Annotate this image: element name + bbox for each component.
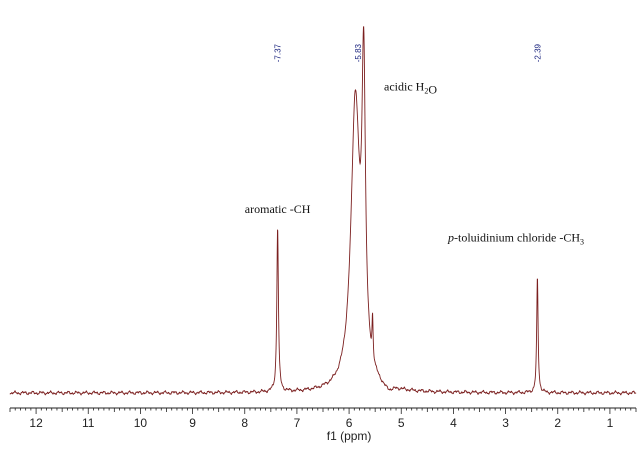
x-tick-label: 6: [346, 416, 353, 430]
annotation-water: acidic H2O: [384, 79, 437, 96]
x-tick-label: 11: [82, 416, 95, 430]
x-axis-ticks: 12 11 10 9 8 7 6 5 4 3 2 1: [9, 408, 637, 430]
peak-labels: -7.37 -5.83 -2.39: [274, 43, 543, 62]
annotations: aromatic -CH acidic H2O p-toluidinium chlo…: [245, 79, 584, 246]
x-tick-label: 10: [134, 416, 148, 430]
x-tick-label: 9: [189, 416, 196, 430]
x-axis-title: f1 (ppm): [327, 429, 372, 443]
x-tick-label: 8: [241, 416, 248, 430]
x-tick-label: 12: [29, 416, 43, 430]
annotation-toluidinium: p-toluidinium chloride -CH3: [447, 231, 584, 247]
annotation-aromatic: aromatic -CH: [245, 202, 311, 216]
x-tick-label: 5: [398, 416, 405, 430]
peak-label: -7.37: [274, 43, 283, 62]
peak-label: -5.83: [354, 43, 363, 62]
x-tick-label: 4: [450, 416, 457, 430]
spectrum-line: [9, 26, 637, 396]
x-tick-label: 7: [294, 416, 301, 430]
peak-label: -2.39: [533, 43, 542, 62]
x-tick-label: 2: [554, 416, 561, 430]
x-tick-label: 1: [607, 416, 614, 430]
x-tick-label: 3: [502, 416, 509, 430]
